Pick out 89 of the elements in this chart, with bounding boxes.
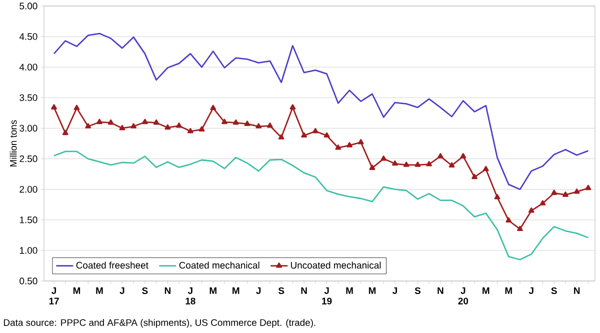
point bbox=[346, 142, 352, 148]
point bbox=[119, 124, 126, 130]
x-tick-label: N bbox=[301, 287, 307, 294]
x-tick-label: M bbox=[482, 287, 490, 294]
point bbox=[494, 194, 500, 200]
x-tick-label: J 19 bbox=[322, 287, 332, 304]
x-tick-label: J bbox=[256, 287, 261, 294]
point bbox=[506, 217, 512, 222]
x-tick-label: M bbox=[505, 287, 512, 294]
y-tick-label: 3.00 bbox=[20, 124, 38, 132]
x-tick-label: S bbox=[414, 287, 420, 294]
source-note: Data source: PPPC and AF&PA (shipments), US Commerce Dept. (trade). bbox=[4, 318, 316, 328]
point bbox=[187, 128, 194, 134]
point bbox=[448, 162, 455, 168]
legend-label: Uncoated mechanical bbox=[290, 262, 381, 269]
y-tick-label: 4.00 bbox=[19, 64, 38, 70]
y-tick-label: 1.00 bbox=[20, 247, 38, 254]
point bbox=[392, 160, 398, 166]
point bbox=[198, 126, 205, 132]
x-tick-label: J bbox=[528, 287, 534, 294]
y-tick-label: 1.50 bbox=[20, 216, 38, 224]
point bbox=[403, 162, 410, 167]
point bbox=[290, 104, 296, 110]
x-tick-label: M bbox=[232, 287, 240, 294]
x-tick-label: S bbox=[551, 287, 557, 294]
point bbox=[176, 122, 182, 128]
x-tick-label: S bbox=[142, 287, 148, 294]
point bbox=[585, 184, 592, 190]
y-tick-label: 2.50 bbox=[20, 155, 38, 162]
x-tick-label: J bbox=[392, 287, 397, 294]
point bbox=[472, 174, 478, 180]
point bbox=[437, 153, 444, 158]
x-tick-label: N bbox=[574, 287, 580, 294]
point bbox=[414, 162, 421, 167]
point bbox=[562, 192, 568, 197]
point bbox=[301, 132, 307, 138]
x-tick-label: M bbox=[346, 287, 353, 294]
x-tick-label: M bbox=[73, 287, 80, 294]
point bbox=[256, 123, 262, 128]
y-tick-label: 3.50 bbox=[20, 94, 38, 102]
y-tick-label: 0.50 bbox=[20, 278, 38, 284]
x-tick-label: N bbox=[438, 287, 444, 294]
x-tick-label: N bbox=[164, 287, 170, 294]
point bbox=[574, 188, 580, 194]
x-tick-label: J 18 bbox=[186, 287, 196, 304]
point bbox=[210, 104, 216, 110]
y-axis-title: Million tons bbox=[10, 120, 17, 166]
point bbox=[278, 134, 284, 140]
x-tick-label: J 17 bbox=[49, 287, 59, 304]
legend-label: Coated mechanical bbox=[179, 262, 260, 269]
line-series bbox=[53, 32, 589, 190]
point bbox=[74, 104, 80, 110]
point bbox=[51, 104, 57, 110]
point bbox=[267, 122, 273, 128]
point bbox=[517, 226, 523, 232]
y-tick-label: 4.50 bbox=[19, 33, 38, 40]
point bbox=[540, 200, 546, 206]
y-tick-label: 5.00 bbox=[20, 2, 38, 10]
legend-label: Coated freesheet bbox=[76, 262, 148, 269]
x-tick-label: M bbox=[368, 287, 376, 294]
point bbox=[426, 160, 432, 166]
point bbox=[164, 124, 171, 130]
point bbox=[222, 118, 228, 124]
point bbox=[130, 123, 137, 128]
point bbox=[324, 132, 330, 138]
point bbox=[312, 128, 318, 134]
point bbox=[369, 164, 376, 170]
x-tick-label: S bbox=[278, 287, 284, 294]
point bbox=[460, 153, 466, 158]
point bbox=[335, 144, 342, 150]
point bbox=[153, 119, 160, 125]
point bbox=[358, 138, 364, 144]
x-tick-label: J bbox=[120, 287, 124, 294]
point bbox=[85, 123, 92, 128]
point bbox=[528, 207, 534, 213]
x-tick-label: M bbox=[210, 287, 216, 294]
x-tick-label: J 20 bbox=[458, 287, 468, 304]
x-tick-label: M bbox=[96, 287, 103, 294]
point bbox=[108, 119, 114, 125]
point bbox=[96, 118, 102, 124]
point bbox=[244, 120, 250, 126]
point bbox=[482, 166, 489, 172]
y-tick-label: 2.00 bbox=[20, 186, 38, 193]
point bbox=[142, 118, 148, 124]
line-series bbox=[53, 150, 589, 260]
point bbox=[62, 130, 68, 136]
point bbox=[232, 119, 239, 125]
point bbox=[380, 155, 387, 161]
point bbox=[551, 190, 558, 195]
